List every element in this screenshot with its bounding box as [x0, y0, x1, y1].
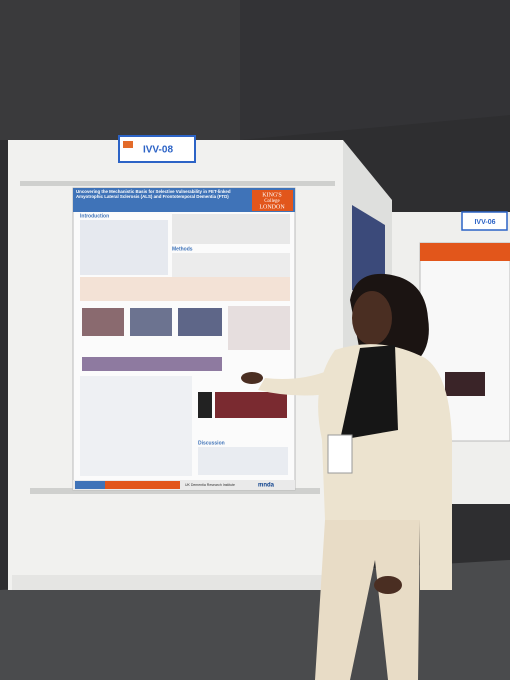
- microscopy: [215, 392, 287, 418]
- microscopy: [178, 308, 222, 336]
- sign-logo: [123, 141, 133, 148]
- text-block: [198, 447, 288, 475]
- microscopy: [82, 357, 222, 371]
- sign: [461, 211, 508, 231]
- rail: [30, 488, 320, 494]
- arm: [258, 370, 340, 396]
- section-heading: Introduction: [80, 213, 109, 219]
- microscopy: [130, 308, 172, 336]
- section-heading: Methods: [172, 246, 193, 252]
- microscopy: [198, 392, 212, 418]
- poster-title: Uncovering the Mechanistic Basis for Sel…: [76, 189, 231, 199]
- footer-bar: [75, 481, 105, 489]
- chart-panel: [80, 376, 192, 476]
- hand: [374, 576, 402, 594]
- footer-bar: [105, 481, 180, 489]
- footer-logo: mnda: [258, 483, 275, 489]
- poster-header: [420, 243, 510, 261]
- logo: KING'S: [262, 192, 281, 198]
- microscopy: [82, 308, 124, 336]
- microscopy: [445, 372, 485, 396]
- sign-label: IVV-08: [143, 145, 173, 156]
- sign: [118, 135, 196, 163]
- trousers: [315, 520, 420, 680]
- rail: [20, 181, 335, 186]
- face: [352, 291, 392, 345]
- logo: College: [264, 199, 280, 204]
- text-block: [80, 220, 168, 275]
- sign-label: IVV-06: [474, 219, 495, 226]
- board-base: [12, 575, 342, 590]
- person: [241, 273, 452, 680]
- poster-title-box: Uncovering the Mechanistic Basis for Sel…: [76, 189, 231, 199]
- figure: [228, 306, 290, 350]
- section-heading: Discussion: [198, 440, 225, 446]
- text-block: [80, 277, 290, 301]
- figure: [172, 214, 290, 244]
- hand: [241, 372, 263, 384]
- wall: [240, 0, 510, 140]
- logo-box: [252, 190, 293, 211]
- logo: LONDON: [259, 204, 285, 210]
- poster-footer: [73, 480, 295, 490]
- badge: [327, 434, 353, 474]
- top: [340, 345, 398, 440]
- footer-logo: UK Dementia Research Institute: [185, 483, 235, 487]
- wall: [0, 0, 240, 140]
